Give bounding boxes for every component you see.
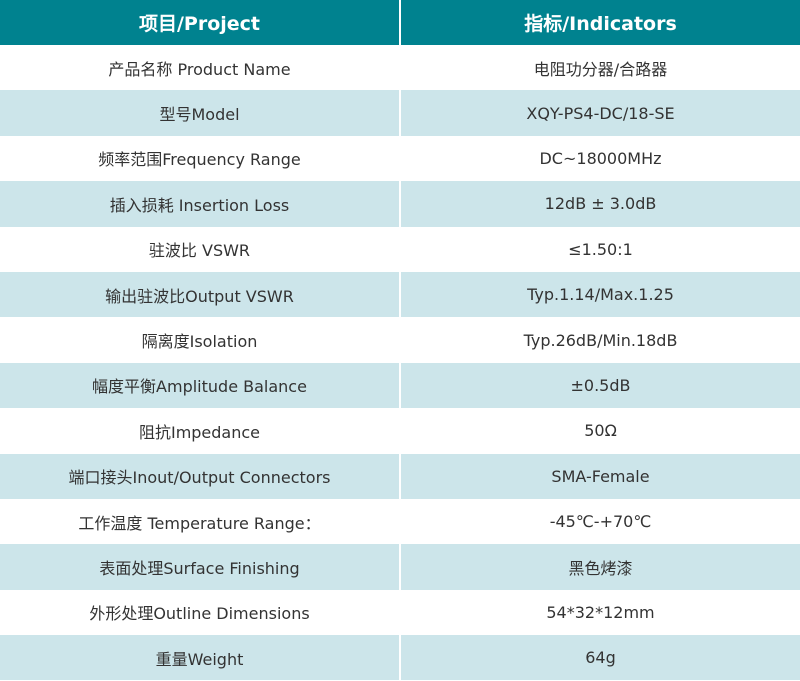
row-project-cell: 隔离度Isolation: [0, 317, 401, 363]
table-row: 外形处理Outline Dimensions 54*32*12mm: [0, 589, 800, 636]
row-value-cell: SMA-Female: [400, 453, 800, 499]
table-header: 项目/Project 指标/Indicators: [0, 0, 800, 45]
table-row: 端口接头Inout/Output Connectors SMA-Female: [0, 453, 800, 499]
row-project-cell: 输出驻波比Output VSWR: [0, 271, 401, 318]
row-project-cell: 阻抗Impedance: [0, 408, 401, 454]
table-row: 幅度平衡Amplitude Balance ±0.5dB: [0, 362, 800, 409]
row-project-cell: 工作温度 Temperature Range：: [0, 498, 401, 545]
table-row: 隔离度Isolation Typ.26dB/Min.18dB: [0, 317, 800, 363]
row-project-cell: 重量Weight: [0, 635, 401, 681]
row-project-cell: 外形处理Outline Dimensions: [0, 589, 401, 636]
row-value-cell: 64g: [400, 635, 800, 681]
header-project: 项目/Project: [0, 0, 401, 45]
row-project-cell: 驻波比 VSWR: [0, 226, 401, 272]
row-project-cell: 端口接头Inout/Output Connectors: [0, 453, 401, 499]
row-value-cell: ≤1.50:1: [400, 226, 800, 272]
table-row: 频率范围Frequency Range DC~18000MHz: [0, 135, 800, 182]
table-row: 产品名称 Product Name 电阻功分器/合路器: [0, 45, 800, 91]
row-project-cell: 幅度平衡Amplitude Balance: [0, 362, 401, 409]
row-value-cell: XQY-PS4-DC/18-SE: [400, 90, 800, 136]
table-row: 插入损耗 Insertion Loss 12dB ± 3.0dB: [0, 181, 800, 227]
row-value-cell: 电阻功分器/合路器: [400, 45, 800, 91]
table-row: 输出驻波比Output VSWR Typ.1.14/Max.1.25: [0, 271, 800, 318]
table-row: 重量Weight 64g: [0, 635, 800, 681]
row-value-cell: Typ.26dB/Min.18dB: [400, 317, 800, 363]
table-row: 工作温度 Temperature Range： -45℃-+70℃: [0, 498, 800, 545]
table-row: 表面处理Surface Finishing 黑色烤漆: [0, 544, 800, 590]
row-project-cell: 产品名称 Product Name: [0, 45, 401, 91]
row-value-cell: -45℃-+70℃: [400, 498, 800, 545]
row-value-cell: 12dB ± 3.0dB: [400, 181, 800, 227]
row-value-cell: 50Ω: [400, 408, 800, 454]
row-value-cell: Typ.1.14/Max.1.25: [400, 271, 800, 318]
table-row: 驻波比 VSWR ≤1.50:1: [0, 226, 800, 272]
table-row: 型号Model XQY-PS4-DC/18-SE: [0, 90, 800, 136]
row-value-cell: ±0.5dB: [400, 362, 800, 409]
row-project-cell: 型号Model: [0, 90, 401, 136]
header-indicators: 指标/Indicators: [400, 0, 800, 45]
row-value-cell: 54*32*12mm: [400, 589, 800, 636]
row-project-cell: 频率范围Frequency Range: [0, 135, 401, 182]
row-value-cell: DC~18000MHz: [400, 135, 800, 182]
row-value-cell: 黑色烤漆: [400, 544, 800, 590]
row-project-cell: 表面处理Surface Finishing: [0, 544, 401, 590]
table-row: 阻抗Impedance 50Ω: [0, 408, 800, 454]
row-project-cell: 插入损耗 Insertion Loss: [0, 181, 401, 227]
